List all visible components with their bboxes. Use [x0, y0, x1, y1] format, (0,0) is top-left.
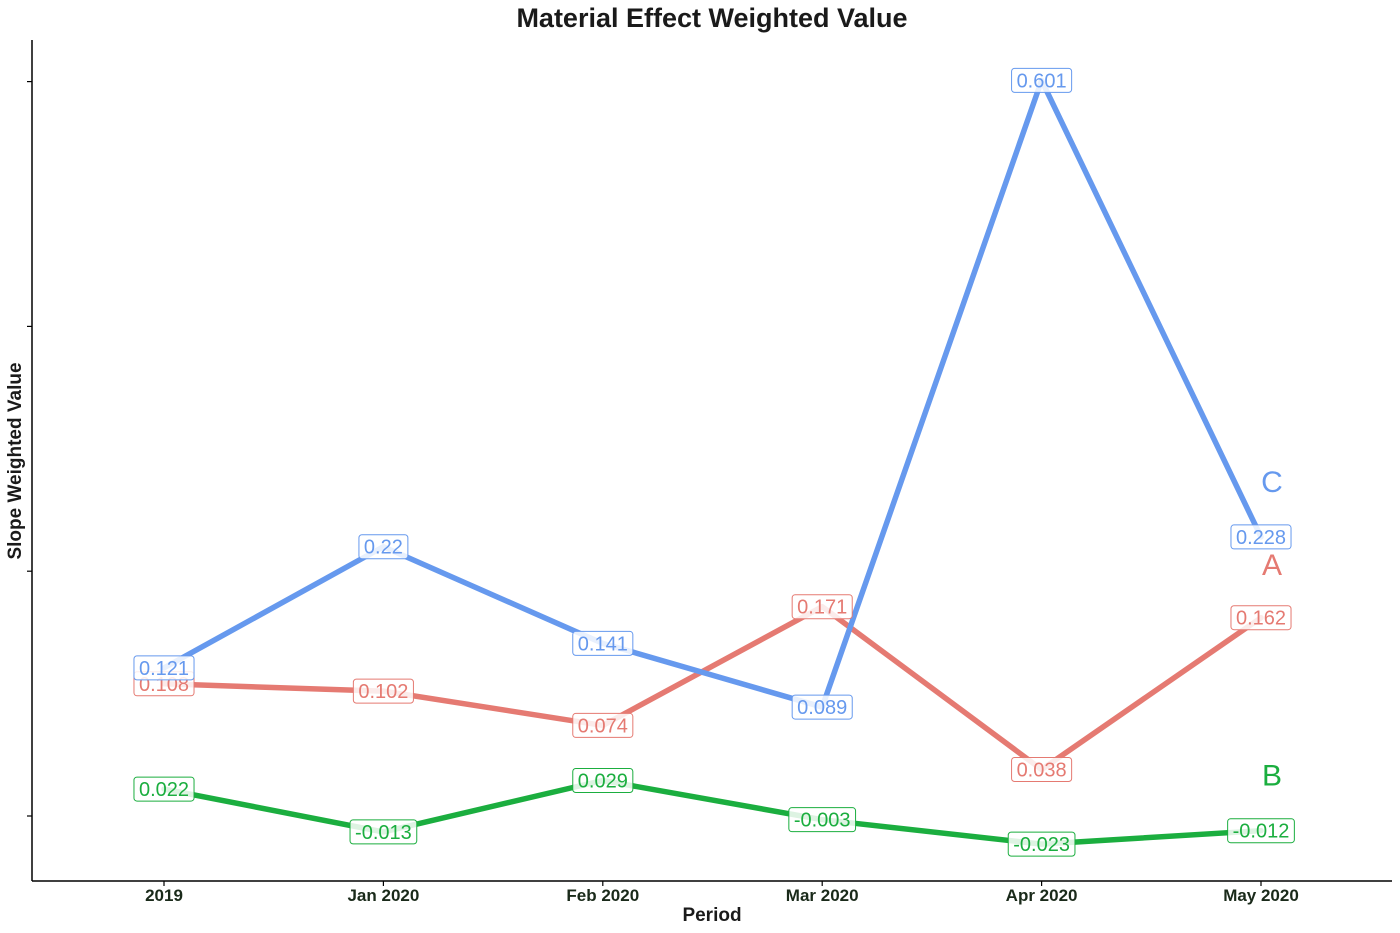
data-label: 0.089 [791, 694, 853, 720]
data-label: 0.162 [1230, 605, 1292, 631]
x-axis-title: Period [682, 905, 741, 926]
data-label: -0.003 [788, 807, 857, 833]
series-line-a [161, 603, 1264, 773]
chart-title: Material Effect Weighted Value [516, 3, 907, 33]
x-tick-label: Apr 2020 [1006, 886, 1078, 905]
svg-text:0.022: 0.022 [139, 779, 189, 801]
data-label: 0.141 [572, 630, 634, 656]
data-label: 0.029 [572, 768, 634, 794]
x-tick-label: Mar 2020 [786, 886, 859, 905]
svg-text:0.074: 0.074 [578, 715, 628, 737]
data-label: 0.22 [358, 534, 409, 560]
svg-text:-0.012: -0.012 [1233, 821, 1290, 843]
axes: 2019 Jan 2020 Feb 2020 Mar 2020 Apr 2020 May … [27, 40, 1392, 905]
data-label: 0.022 [133, 776, 195, 802]
series-name-c: C [1261, 466, 1283, 499]
data-label: 0.074 [572, 712, 634, 738]
x-tick-label: May 2020 [1223, 886, 1299, 905]
svg-text:0.601: 0.601 [1017, 70, 1067, 92]
data-label: -0.012 [1227, 818, 1295, 844]
x-tick-label: Jan 2020 [347, 886, 419, 905]
data-label: 0.228 [1230, 524, 1292, 550]
svg-text:0.141: 0.141 [578, 633, 628, 655]
series-name-b: B [1262, 760, 1282, 793]
svg-text:0.029: 0.029 [578, 771, 628, 793]
data-label: 0.038 [1011, 756, 1073, 782]
svg-text:0.038: 0.038 [1017, 759, 1067, 781]
data-label: 0.121 [133, 655, 195, 681]
svg-text:0.089: 0.089 [797, 697, 847, 719]
svg-text:0.162: 0.162 [1236, 608, 1286, 630]
svg-text:-0.013: -0.013 [355, 822, 412, 844]
data-labels: 0.108 0.1020.0740.1710.0380.1620.022-0.01… [133, 67, 1295, 857]
svg-text:-0.023: -0.023 [1013, 834, 1070, 856]
svg-text:0.102: 0.102 [358, 681, 408, 703]
x-tick-label: 2019 [145, 886, 183, 905]
data-label: 0.102 [352, 678, 414, 704]
svg-text:0.228: 0.228 [1236, 527, 1286, 549]
svg-text:0.121: 0.121 [139, 658, 189, 680]
svg-text:0.171: 0.171 [797, 597, 847, 619]
data-label: 0.171 [791, 594, 853, 620]
svg-text:-0.003: -0.003 [794, 810, 851, 832]
svg-text:0.22: 0.22 [364, 537, 403, 559]
series-lines [161, 77, 1264, 847]
data-label: -0.013 [349, 819, 418, 845]
series-line-b [161, 777, 1264, 847]
data-label: -0.023 [1007, 831, 1076, 857]
data-label: 0.601 [1011, 67, 1073, 93]
series-line-c [161, 77, 1264, 710]
y-axis-title: Slope Weighted Value [5, 362, 26, 559]
series-name-a: A [1262, 549, 1282, 582]
series-names: A B C [1261, 466, 1283, 793]
x-tick-label: Feb 2020 [566, 886, 639, 905]
